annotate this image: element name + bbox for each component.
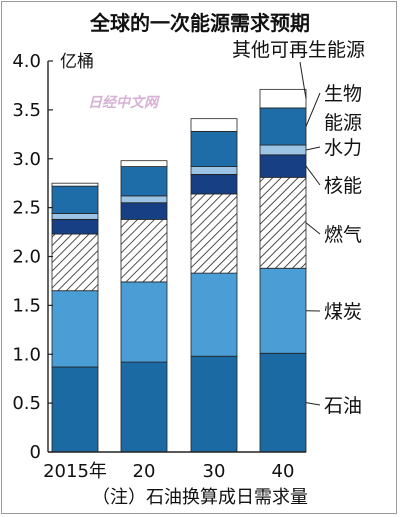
bar-segment-3-0 [259, 352, 307, 453]
bar-stacks [51, 88, 307, 453]
x-tick-label: 40 [272, 461, 295, 482]
bar-segment-2-4 [190, 166, 238, 175]
y-tick-label: 3.0 [12, 149, 41, 170]
bar-segment-1-0 [120, 361, 168, 453]
chart-title: 全球的一次能源需求预期 [89, 11, 310, 35]
bar-segment-0-6 [51, 182, 99, 187]
bar-segment-0-3 [51, 218, 99, 235]
bar-segment-2-6 [190, 118, 238, 132]
legend-label: 核能 [324, 175, 362, 197]
bar-segment-0-0 [51, 366, 99, 453]
y-axis-unit: 亿桶 [60, 52, 94, 72]
bar-segment-2-3 [190, 173, 238, 195]
y-tick-label: 4.0 [12, 51, 41, 72]
legend-leader-line [299, 61, 307, 99]
legend-label: 生物 [324, 83, 362, 105]
bar-segment-1-6 [120, 160, 168, 167]
legend-leader-line [305, 165, 321, 186]
bar-segment-1-1 [120, 281, 168, 363]
bar-segment-2-5 [190, 130, 238, 167]
legend-label: 水力 [324, 137, 362, 159]
bar-segment-3-3 [259, 154, 307, 178]
bar-segment-1-4 [120, 195, 168, 204]
y-tick-label: 2.0 [12, 247, 41, 268]
axes: 2015年 20 30 40 0 0.5 1.0 1.5 2.0 2.5 3.0 3.5 4.0 [12, 51, 306, 482]
bar-segment-2-1 [190, 272, 238, 357]
bar-segment-3-4 [259, 144, 307, 156]
bar-segment-3-5 [259, 107, 307, 146]
x-tick-label: 2015年 [43, 461, 107, 482]
chart-note: （注）石油换算成日需求量 [92, 487, 308, 508]
bar-segment-3-1 [259, 267, 307, 354]
bar-segment-1-5 [120, 166, 168, 197]
bar-segment-0-1 [51, 290, 99, 368]
y-tick-label: 0.5 [12, 393, 41, 414]
legend-leader-line [305, 146, 321, 151]
y-tick-label: 2.5 [12, 198, 41, 219]
bar-segment-0-5 [51, 185, 99, 214]
legend-leader-line [305, 402, 321, 406]
y-tick-label: 0 [30, 442, 41, 463]
bar-segment-3-2 [259, 176, 307, 269]
legend-label: 燃气 [324, 224, 362, 246]
y-tick-label: 3.5 [12, 100, 41, 121]
legend-leader-line [305, 222, 321, 235]
legend-label: 煤炭 [324, 301, 362, 323]
bar-segment-2-2 [190, 193, 238, 274]
y-tick-label: 1.0 [12, 344, 41, 365]
bar-segment-1-3 [120, 202, 168, 220]
legend-label: 石油 [324, 395, 362, 417]
legend-label: 其他可再生能源 [232, 39, 365, 61]
bar-segment-1-2 [120, 218, 168, 283]
x-tick-label: 20 [133, 461, 156, 482]
y-tick-label: 1.5 [12, 295, 41, 316]
bar-segment-2-0 [190, 355, 238, 453]
legend-label: 能源 [324, 112, 362, 134]
bar-segment-0-4 [51, 213, 99, 220]
bar-segment-3-6 [259, 88, 307, 109]
legend-leader-line [305, 92, 321, 127]
bar-segment-0-2 [51, 233, 99, 292]
x-tick-label: 30 [203, 461, 226, 482]
watermark-logo: 日经中文网 [88, 94, 160, 111]
